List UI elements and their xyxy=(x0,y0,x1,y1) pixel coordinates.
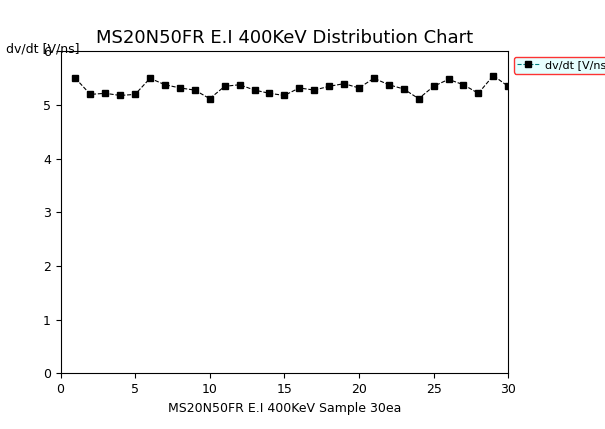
Legend: dv/dt [V/ns]: dv/dt [V/ns] xyxy=(514,57,605,74)
dv/dt [V/ns] xyxy=(385,82,393,88)
dv/dt [V/ns] xyxy=(310,88,318,93)
dv/dt [V/ns] xyxy=(281,93,288,98)
dv/dt [V/ns] xyxy=(430,84,437,89)
dv/dt [V/ns] xyxy=(475,91,482,96)
dv/dt [V/ns] xyxy=(131,92,139,97)
dv/dt [V/ns] xyxy=(445,77,452,82)
dv/dt [V/ns] xyxy=(505,84,512,89)
Text: dv/dt [V/ns]: dv/dt [V/ns] xyxy=(6,43,79,56)
X-axis label: MS20N50FR E.I 400KeV Sample 30ea: MS20N50FR E.I 400KeV Sample 30ea xyxy=(168,402,401,414)
dv/dt [V/ns] xyxy=(489,73,497,78)
dv/dt [V/ns] xyxy=(87,92,94,97)
dv/dt [V/ns] xyxy=(296,85,303,91)
dv/dt [V/ns] xyxy=(206,96,214,101)
dv/dt [V/ns] xyxy=(117,93,124,98)
dv/dt [V/ns] xyxy=(72,76,79,81)
dv/dt [V/ns] xyxy=(266,91,273,96)
Line: dv/dt [V/ns]: dv/dt [V/ns] xyxy=(72,72,512,102)
dv/dt [V/ns] xyxy=(325,84,333,89)
dv/dt [V/ns] xyxy=(102,91,109,96)
dv/dt [V/ns] xyxy=(146,76,154,81)
Title: MS20N50FR E.I 400KeV Distribution Chart: MS20N50FR E.I 400KeV Distribution Chart xyxy=(96,29,473,47)
dv/dt [V/ns] xyxy=(191,88,198,93)
dv/dt [V/ns] xyxy=(251,88,258,93)
dv/dt [V/ns] xyxy=(341,81,348,86)
dv/dt [V/ns] xyxy=(176,85,183,91)
dv/dt [V/ns] xyxy=(415,96,422,101)
dv/dt [V/ns] xyxy=(370,76,378,81)
dv/dt [V/ns] xyxy=(162,82,169,88)
dv/dt [V/ns] xyxy=(460,82,467,88)
dv/dt [V/ns] xyxy=(236,82,243,88)
dv/dt [V/ns] xyxy=(221,84,228,89)
dv/dt [V/ns] xyxy=(400,87,407,92)
dv/dt [V/ns] xyxy=(355,85,362,91)
